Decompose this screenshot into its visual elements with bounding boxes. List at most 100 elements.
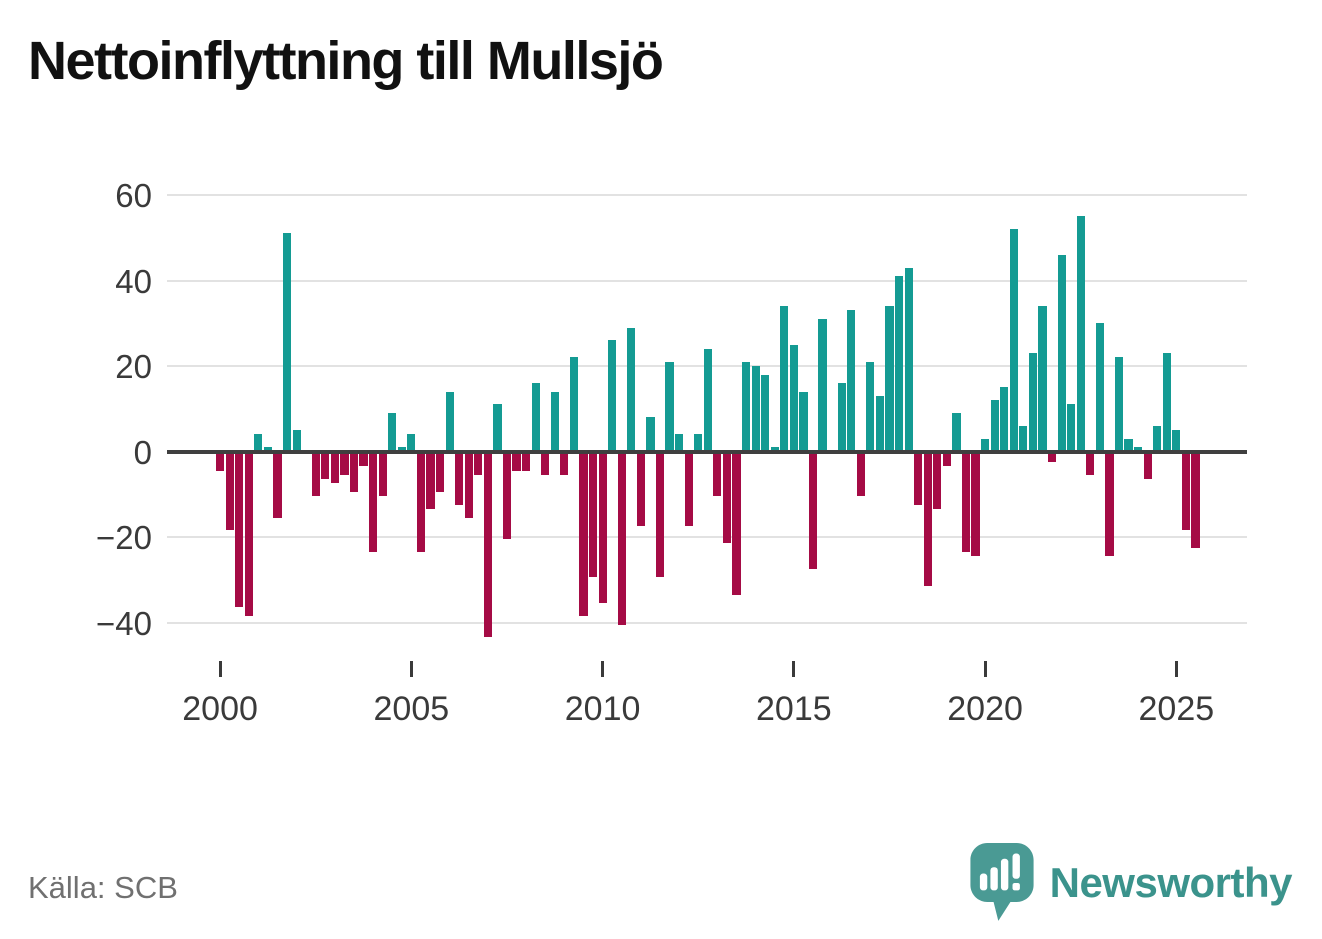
bar [1153, 425, 1162, 452]
x-axis-tick [218, 661, 222, 677]
bar [636, 453, 645, 527]
bar [942, 453, 951, 467]
bar [808, 453, 818, 569]
newsworthy-logo: Newsworthy [970, 843, 1293, 923]
x-axis-tick-label: 2015 [756, 690, 832, 728]
bar [961, 453, 971, 552]
grid-line [167, 621, 1247, 624]
bar [292, 430, 301, 452]
y-axis-tick-label: −20 [96, 519, 152, 556]
bar [435, 453, 445, 492]
bar [1000, 387, 1009, 452]
logo-exclamation-bar [1012, 853, 1020, 879]
bar [569, 357, 578, 452]
bar [330, 453, 339, 484]
bar [646, 417, 655, 452]
bar [1114, 357, 1124, 452]
bar [1095, 323, 1104, 452]
bar [866, 361, 875, 452]
bar [1105, 453, 1114, 557]
bar [588, 453, 598, 578]
bar [378, 453, 387, 497]
bar [235, 453, 244, 608]
bar [225, 453, 234, 531]
bar [1172, 430, 1181, 452]
bar [761, 374, 770, 452]
grid-line [167, 194, 1247, 196]
bar [914, 453, 923, 505]
bar [1019, 425, 1028, 452]
x-axis-tick-label: 2005 [373, 690, 450, 728]
bar [560, 453, 569, 475]
grid-line [167, 536, 1247, 538]
bar [273, 453, 282, 518]
chart-title: Nettoinflyttning till Mullsjö [28, 31, 664, 91]
bar [216, 453, 225, 471]
bar [818, 318, 827, 452]
bar [493, 404, 502, 452]
bar [349, 453, 359, 492]
bar [426, 453, 435, 510]
bar [340, 453, 349, 475]
source-label: Källa: SCB [28, 870, 178, 905]
bar [904, 267, 913, 452]
bar [512, 453, 521, 471]
bar [952, 413, 961, 452]
bar [1038, 306, 1047, 452]
bar [1162, 353, 1171, 452]
bar [282, 233, 292, 452]
bar [550, 391, 559, 452]
bar [713, 453, 722, 497]
x-axis-tick [1174, 661, 1178, 677]
x-axis-tick-label: 2010 [564, 690, 641, 728]
bar [388, 413, 397, 452]
bar [598, 453, 607, 604]
bar [684, 453, 693, 527]
bar [741, 361, 751, 452]
x-axis-tick-label: 2000 [182, 690, 258, 728]
bar [675, 434, 684, 452]
logo-mini-bar-1 [979, 873, 987, 891]
bar [1124, 438, 1133, 452]
bar [464, 453, 473, 518]
bar [445, 391, 454, 452]
zero-axis-line [167, 449, 1247, 454]
bar [923, 453, 932, 587]
bar [981, 438, 990, 452]
bar [837, 383, 846, 452]
x-axis-tick-label: 2025 [1138, 690, 1215, 728]
bar [856, 453, 865, 497]
newsworthy-logo-text: Newsworthy [1049, 859, 1293, 906]
grid-line [167, 279, 1247, 282]
bar [483, 453, 492, 638]
bar [369, 453, 378, 552]
bar [885, 306, 894, 452]
bar [1047, 453, 1057, 463]
bar [627, 327, 636, 452]
bar [1076, 216, 1085, 452]
x-axis-tick-label: 2020 [947, 690, 1023, 728]
bar [254, 434, 263, 452]
bar [933, 453, 942, 510]
bar [655, 453, 665, 578]
bar [665, 361, 674, 452]
bar [1028, 353, 1037, 452]
newsworthy-logo-icon [970, 843, 1034, 921]
bar [455, 453, 464, 505]
bar [789, 344, 798, 452]
y-axis-tick-label: −40 [96, 604, 152, 642]
bar [1086, 453, 1095, 475]
bar [1191, 453, 1200, 548]
bar [522, 453, 531, 471]
bar [608, 340, 617, 452]
bar [799, 391, 808, 452]
bar [263, 447, 272, 452]
bar [847, 310, 856, 452]
bar [579, 453, 588, 616]
bar [359, 453, 368, 467]
bar [1143, 453, 1152, 480]
x-axis-tick [792, 661, 796, 677]
bar [416, 453, 425, 552]
